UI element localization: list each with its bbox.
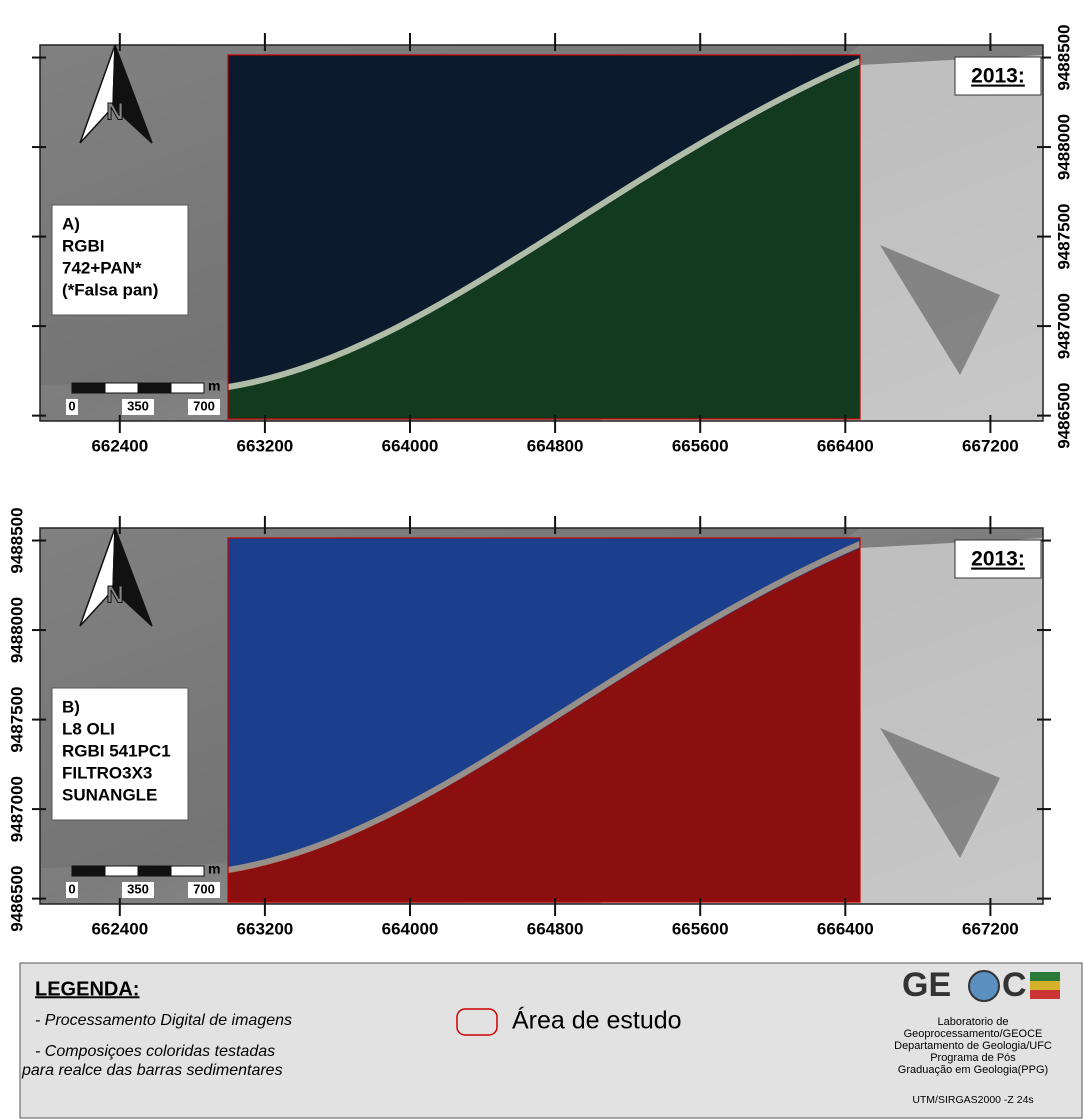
label-line: RGBI xyxy=(62,236,105,255)
y-tick-label: 9486500 xyxy=(7,866,26,932)
logo-line: Programa de Pós xyxy=(930,1052,1016,1064)
year-label: 2013: xyxy=(971,65,1025,88)
logo-line: Laboratorio de xyxy=(938,1016,1009,1028)
x-tick-label: 666400 xyxy=(817,436,874,455)
x-tick-label: 664800 xyxy=(527,436,584,455)
label-line: A) xyxy=(62,214,80,233)
north-label: N xyxy=(106,98,123,125)
y-tick-label: 9487000 xyxy=(1054,293,1073,359)
y-tick-label: 9488500 xyxy=(1054,24,1073,90)
scale-segment xyxy=(105,866,138,876)
logo-flag xyxy=(1030,981,1060,990)
scale-label: 0 xyxy=(68,398,75,413)
legend-item: para realce das barras sedimentares xyxy=(21,1062,283,1079)
y-tick-label: 9487500 xyxy=(1054,203,1073,269)
scale-segment xyxy=(171,866,204,876)
label-line: FILTRO3X3 xyxy=(62,763,152,782)
scale-segment xyxy=(72,866,105,876)
logo-flag xyxy=(1030,990,1060,999)
scale-label: 700 xyxy=(193,881,215,896)
legend-item: - Processamento Digital de imagens xyxy=(35,1012,292,1029)
y-tick-label: 9486500 xyxy=(1054,383,1073,449)
x-tick-label: 665600 xyxy=(672,436,729,455)
figure: LEGENDA: - Processamento Digital de imag… xyxy=(0,0,1083,1119)
scale-label: 350 xyxy=(127,881,149,896)
scale-unit: m xyxy=(208,378,220,394)
y-tick-label: 9488000 xyxy=(1054,114,1073,180)
x-tick-label: 664000 xyxy=(382,919,439,938)
x-tick-label: 667200 xyxy=(962,436,1019,455)
scale-label: 350 xyxy=(127,398,149,413)
scale-unit: m xyxy=(208,861,220,877)
logo-text: C xyxy=(1002,966,1027,1004)
label-line: SUNANGLE xyxy=(62,785,157,804)
scale-label: 0 xyxy=(68,881,75,896)
y-tick-label: 9488500 xyxy=(7,507,26,573)
x-tick-label: 664000 xyxy=(382,436,439,455)
x-tick-label: 664800 xyxy=(527,919,584,938)
scale-segment xyxy=(138,866,171,876)
study-area-label: Área de estudo xyxy=(512,1006,682,1035)
year-label: 2013: xyxy=(971,548,1025,571)
map-panel: 662400 663200 664000 664800 665600 666400 6672… xyxy=(7,507,1051,938)
logo-text: GE xyxy=(902,966,951,1004)
logo-line: Departamento de Geologia/UFC xyxy=(894,1040,1052,1052)
x-tick-label: 662400 xyxy=(91,436,148,455)
x-tick-label: 662400 xyxy=(91,919,148,938)
label-line: (*Falsa pan) xyxy=(62,280,158,299)
legend-item: - Composiçoes coloridas testadas xyxy=(35,1043,275,1060)
scale-label: 700 xyxy=(193,398,215,413)
label-line: B) xyxy=(62,697,80,716)
x-tick-label: 667200 xyxy=(962,919,1019,938)
x-tick-label: 666400 xyxy=(817,919,874,938)
y-tick-label: 9488000 xyxy=(7,597,26,663)
label-line: L8 OLI xyxy=(62,719,115,738)
legend-title: LEGENDA: xyxy=(35,978,139,1000)
projection: UTM/SIRGAS2000 -Z 24s xyxy=(912,1094,1033,1106)
logo-line: Graduação em Geologia(PPG) xyxy=(898,1064,1048,1076)
scale-segment xyxy=(105,383,138,393)
x-tick-label: 665600 xyxy=(672,919,729,938)
scale-segment xyxy=(138,383,171,393)
logo-flag xyxy=(1030,972,1060,981)
logo-globe xyxy=(969,971,999,1001)
label-line: RGBI 541PC1 xyxy=(62,741,171,760)
y-tick-label: 9487500 xyxy=(7,686,26,752)
scale-segment xyxy=(72,383,105,393)
north-label: N xyxy=(106,581,123,608)
y-tick-label: 9487000 xyxy=(7,776,26,842)
scale-segment xyxy=(171,383,204,393)
x-tick-label: 663200 xyxy=(237,436,294,455)
logo-line: Geoprocessamento/GEOCE xyxy=(904,1028,1043,1040)
x-tick-label: 663200 xyxy=(237,919,294,938)
map-panel: 662400 663200 664000 664800 665600 666400 6672… xyxy=(32,24,1073,455)
label-line: 742+PAN* xyxy=(62,258,142,277)
